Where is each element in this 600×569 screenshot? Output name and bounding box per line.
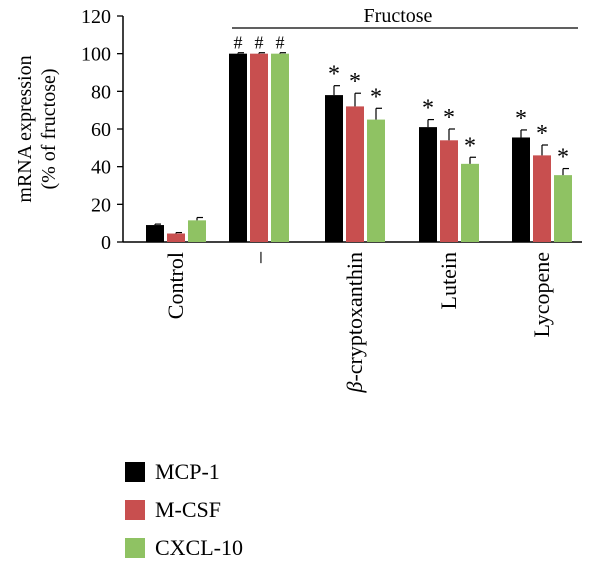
x-tick-label: Control [163,252,188,319]
legend-label: CXCL-10 [155,535,243,560]
legend: MCP-1 M-CSF CXCL-10 [125,459,243,560]
y-tick-label: 120 [81,6,111,28]
significance-mark: * [536,121,548,147]
bar [440,140,458,242]
fructose-bracket-label: Fructose [364,5,433,27]
significance-mark: * [443,105,455,131]
bar [512,137,530,242]
bar [325,95,343,242]
x-tick-label: Lutein [436,252,461,309]
bar [188,220,206,242]
significance-mark: # [234,33,243,53]
y-tick-label: 80 [91,81,111,103]
bar [229,53,247,242]
significance-mark: * [515,106,527,132]
legend-swatch [125,462,145,482]
error-bars [154,52,569,234]
y-axis-label: mRNA expression (% of fructose) [14,55,60,202]
significance-mark: # [255,33,264,53]
bar [419,127,437,242]
bar [461,163,479,242]
y-axis-label-line1: mRNA expression [14,55,36,202]
y-tick-label: 20 [91,194,111,216]
y-tick-label: 60 [91,119,111,141]
y-axis-label-line2: (% of fructose) [38,68,60,189]
x-tick-label: β-cryptoxanthin [342,252,367,394]
bar [271,53,289,242]
y-tick-label: 0 [101,232,111,254]
legend-label: MCP-1 [155,459,220,484]
bar [167,233,185,242]
significance-mark: * [349,69,361,95]
x-tick-labels: Control – β-cryptoxanthin Lutein Lycopene [163,251,554,394]
bar [554,175,572,242]
legend-label: M-CSF [155,497,221,522]
significance-mark: * [557,145,569,171]
significance-mark: * [370,84,382,110]
legend-swatch [125,500,145,520]
y-tick-label: 100 [81,44,111,66]
bar [346,106,364,243]
bar [250,53,268,242]
bar [146,225,164,242]
bar [533,155,551,242]
significance-mark: # [276,33,285,53]
bars [146,53,572,243]
significance-mark: * [464,133,476,159]
y-tick-label: 40 [91,157,111,179]
significance-marks: # # # * * * * * * * * * [234,33,570,171]
y-ticks: 0 20 40 60 80 100 120 [81,6,123,254]
bar [367,119,385,242]
x-tick-label: – [246,251,271,264]
x-tick-label: Lycopene [529,252,554,338]
significance-mark: * [328,62,340,88]
significance-mark: * [422,96,434,122]
legend-swatch [125,538,145,558]
fructose-bracket: Fructose [232,5,578,29]
